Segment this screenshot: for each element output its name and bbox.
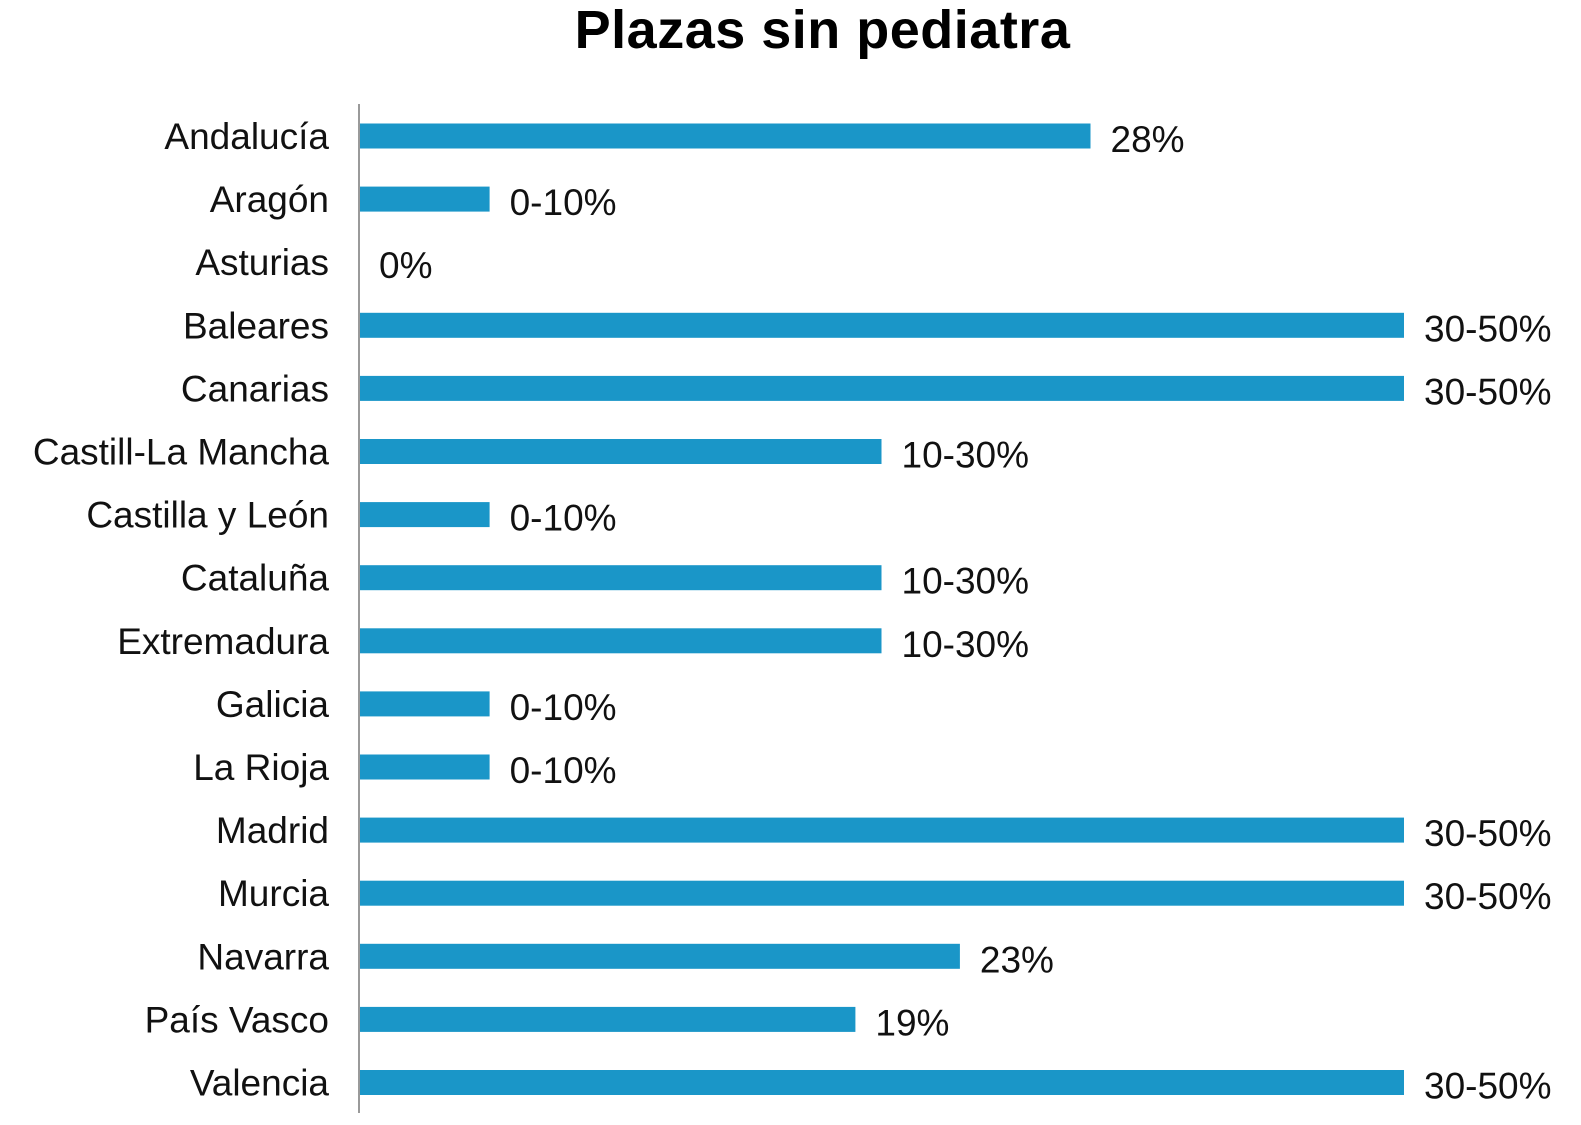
category-label: Asturias <box>195 242 329 283</box>
data-label: 30-50% <box>1424 371 1552 412</box>
bar <box>359 754 490 780</box>
bar <box>359 880 1404 906</box>
bars-layer <box>359 123 1404 1095</box>
bar <box>359 691 490 717</box>
bar <box>359 123 1091 149</box>
category-label: Cataluña <box>181 558 330 599</box>
data-label: 30-50% <box>1424 308 1552 349</box>
bar <box>359 312 1404 338</box>
bar <box>359 502 490 528</box>
data-label: 30-50% <box>1424 876 1552 917</box>
category-label: Extremadura <box>117 621 329 662</box>
bar <box>359 1006 856 1032</box>
data-label: 10-30% <box>902 561 1030 602</box>
category-label: Castill-La Mancha <box>33 432 330 473</box>
category-label: Aragón <box>210 179 329 220</box>
data-label: 0-10% <box>510 498 617 539</box>
category-label: Valencia <box>190 1063 330 1104</box>
data-label: 0-10% <box>510 687 617 728</box>
bar <box>359 628 882 654</box>
bar <box>359 439 882 464</box>
data-label: 28% <box>1111 119 1185 160</box>
category-label: Castilla y León <box>86 495 329 536</box>
category-label: Andalucía <box>164 116 329 157</box>
category-labels: Andalucía Aragón Asturias Baleares Canarias C… <box>33 116 330 1104</box>
category-label: País Vasco <box>145 999 329 1040</box>
category-label: Madrid <box>216 810 329 851</box>
data-label: 30-50% <box>1424 1066 1552 1107</box>
bar <box>359 1070 1404 1095</box>
bar <box>359 943 960 969</box>
category-label: La Rioja <box>193 747 329 788</box>
data-label: 0% <box>379 245 432 286</box>
bar <box>359 565 882 591</box>
data-label: 19% <box>875 1002 949 1043</box>
bar <box>359 186 490 212</box>
bar <box>359 375 1404 401</box>
category-label: Galicia <box>216 684 330 725</box>
category-label: Canarias <box>181 368 329 409</box>
data-label: 10-30% <box>902 435 1030 476</box>
bar <box>359 817 1404 843</box>
category-label: Murcia <box>218 873 329 914</box>
category-label: Navarra <box>197 936 329 977</box>
category-label: Baleares <box>183 305 329 346</box>
data-label: 0-10% <box>510 750 617 791</box>
data-label: 30-50% <box>1424 813 1552 854</box>
data-label: 0-10% <box>510 182 617 223</box>
chart-title: Plazas sin pediatra <box>574 0 1071 60</box>
data-label: 23% <box>980 939 1054 980</box>
data-label: 10-30% <box>902 624 1030 665</box>
value-labels: 28% 0-10% 0% 30-50% 30-50% 10-30% 0-10% 10-30% 1… <box>379 119 1552 1107</box>
